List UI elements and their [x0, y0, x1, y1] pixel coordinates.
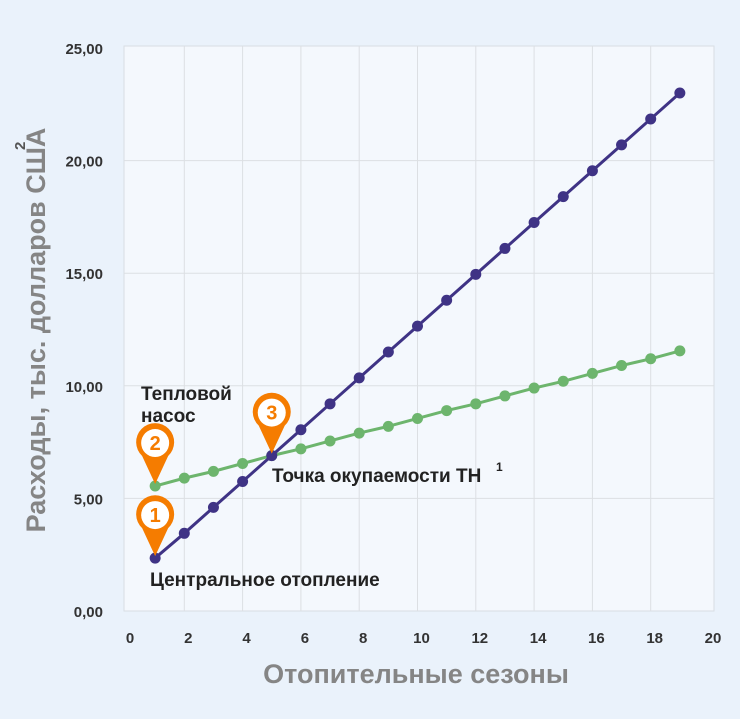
- data-point-0: [645, 113, 657, 125]
- pin-number: 1: [150, 505, 161, 527]
- x-tick-label: 6: [301, 630, 309, 647]
- data-point-1: [382, 420, 394, 432]
- data-point-1: [441, 405, 453, 417]
- x-tick-label: 12: [471, 630, 488, 647]
- x-tick-label: 16: [588, 630, 605, 647]
- data-point-1: [207, 465, 219, 477]
- x-tick-label: 14: [530, 630, 547, 647]
- label-payback-point: Точка окупаемости ТН: [272, 466, 481, 487]
- data-point-1: [178, 472, 190, 484]
- y-tick-label: 20,00: [65, 154, 103, 171]
- map-pin-marker-2: 2: [136, 423, 175, 485]
- data-point-0: [616, 139, 628, 151]
- data-point-1: [674, 345, 686, 357]
- data-point-0: [441, 294, 453, 306]
- pin-inner-circle: [141, 501, 170, 530]
- data-point-0: [266, 450, 278, 462]
- x-tick-label: 0: [126, 630, 134, 647]
- pin-number: 3: [266, 403, 277, 425]
- pin-number: 2: [150, 433, 161, 455]
- data-point-1: [470, 398, 482, 410]
- data-point-0: [586, 165, 598, 177]
- y-tick-label: 15,00: [65, 266, 103, 283]
- data-point-1: [528, 382, 540, 394]
- y-axis-title-sup: 2: [12, 142, 29, 150]
- data-point-1: [616, 360, 628, 372]
- label-central-heating: Центральное отопление: [150, 570, 380, 591]
- data-point-1: [499, 390, 511, 402]
- data-point-0: [499, 242, 511, 254]
- map-pin-marker-3: 3: [252, 392, 291, 454]
- data-point-0: [207, 501, 219, 513]
- y-axis-title: Расходы, тыс. долларов США: [21, 128, 51, 533]
- data-point-1: [412, 412, 423, 424]
- data-point-0: [470, 268, 482, 280]
- x-axis-title: Отопительные сезоны: [263, 659, 569, 689]
- data-point-0: [674, 87, 686, 99]
- data-point-0: [295, 424, 307, 436]
- data-point-1: [237, 457, 249, 469]
- x-tick-label: 18: [646, 630, 663, 647]
- x-tick-label: 8: [359, 630, 367, 647]
- y-tick-label: 0,00: [74, 604, 103, 621]
- y-tick-label: 5,00: [74, 491, 103, 508]
- y-tick-label: 10,00: [65, 379, 103, 396]
- data-point-0: [382, 346, 394, 358]
- data-point-0: [324, 398, 336, 410]
- data-point-1: [324, 435, 336, 447]
- pin-inner-circle: [257, 398, 286, 427]
- data-point-1: [645, 353, 657, 365]
- data-point-0: [528, 217, 540, 229]
- data-point-1: [295, 443, 307, 455]
- data-point-0: [353, 372, 365, 384]
- data-point-1: [557, 375, 569, 387]
- y-tick-label: 25,00: [65, 41, 103, 58]
- data-point-1: [353, 427, 365, 439]
- x-tick-label: 10: [413, 630, 430, 647]
- y-axis-title-text: Расходы, тыс. долларов США: [21, 128, 51, 533]
- x-tick-label: 4: [242, 630, 251, 647]
- label-payback-sup: 1: [496, 460, 503, 474]
- pin-inner-circle: [141, 429, 170, 458]
- label-heat-pump-1: Тепловой: [141, 384, 232, 405]
- data-point-0: [178, 527, 190, 539]
- data-point-0: [412, 320, 423, 332]
- data-point-1: [149, 480, 161, 492]
- x-tick-label: 2: [184, 630, 192, 647]
- map-pin-marker-1: 1: [136, 495, 175, 557]
- label-heat-pump-2: насос: [141, 406, 196, 427]
- data-point-0: [149, 552, 161, 564]
- x-tick-label: 20: [705, 630, 722, 647]
- data-point-0: [557, 191, 569, 203]
- data-point-0: [237, 476, 249, 488]
- data-point-1: [586, 367, 598, 379]
